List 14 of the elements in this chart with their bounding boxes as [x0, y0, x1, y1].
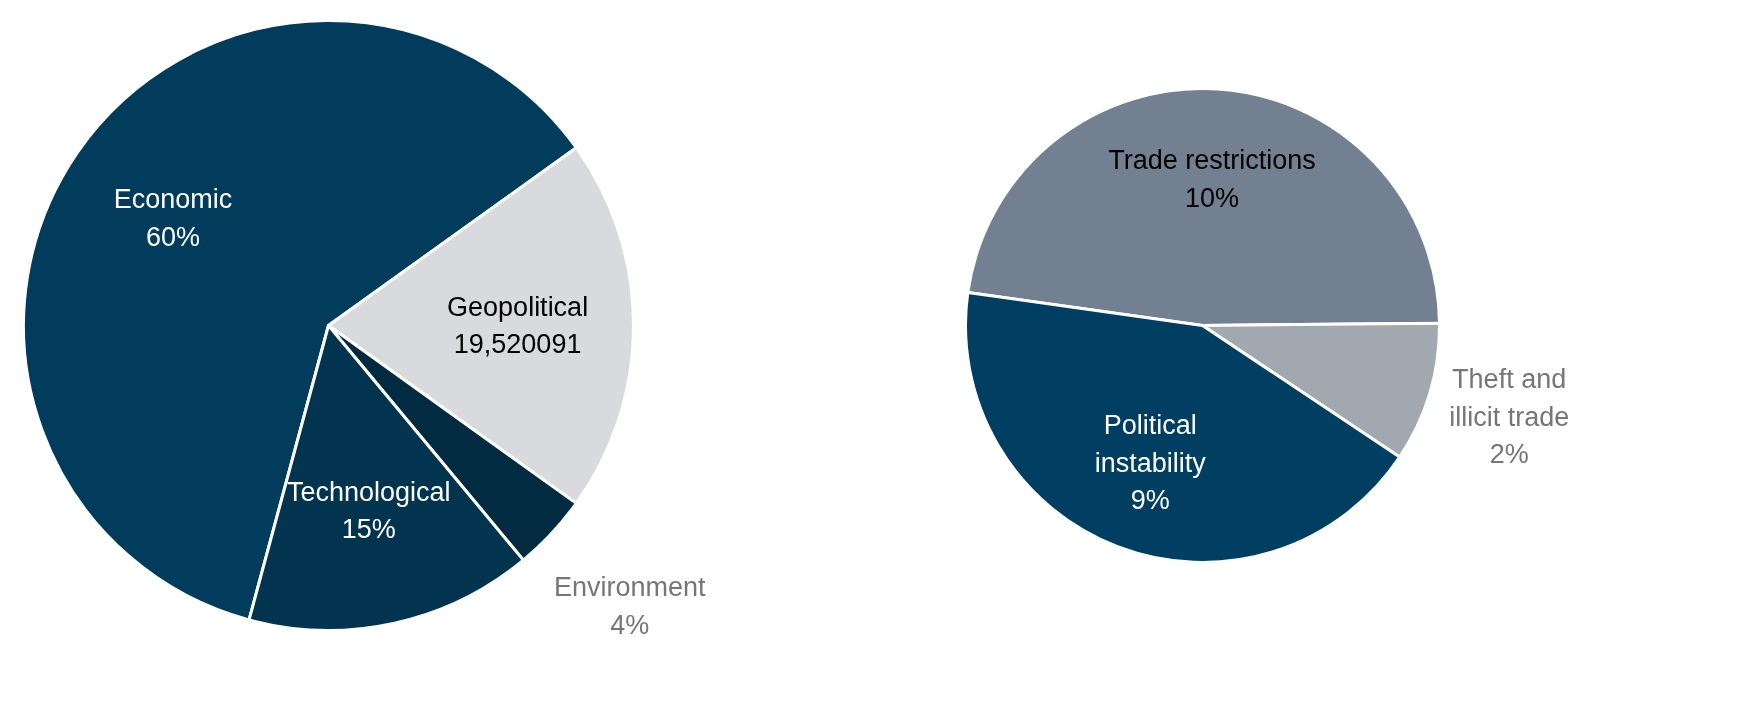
slice-label: Political instability — [1094, 410, 1207, 478]
data-label: 2% — [1489, 439, 1529, 470]
data-label: 10% — [1185, 182, 1240, 213]
slice-label: Trade restrictions — [1108, 145, 1316, 176]
slice-label: Geopolitical — [447, 291, 589, 322]
data-label: 9% — [1130, 485, 1170, 516]
data-label: 19,520091 — [453, 329, 582, 360]
data-label: 4% — [610, 609, 650, 640]
slice-label: Economic — [113, 184, 233, 215]
slice-label: Technological — [287, 476, 451, 507]
data-label: 60% — [146, 221, 201, 252]
slice-label: Theft and illicit trade — [1449, 364, 1570, 432]
data-label: 15% — [341, 514, 396, 545]
slice-label: Environment — [553, 572, 707, 603]
